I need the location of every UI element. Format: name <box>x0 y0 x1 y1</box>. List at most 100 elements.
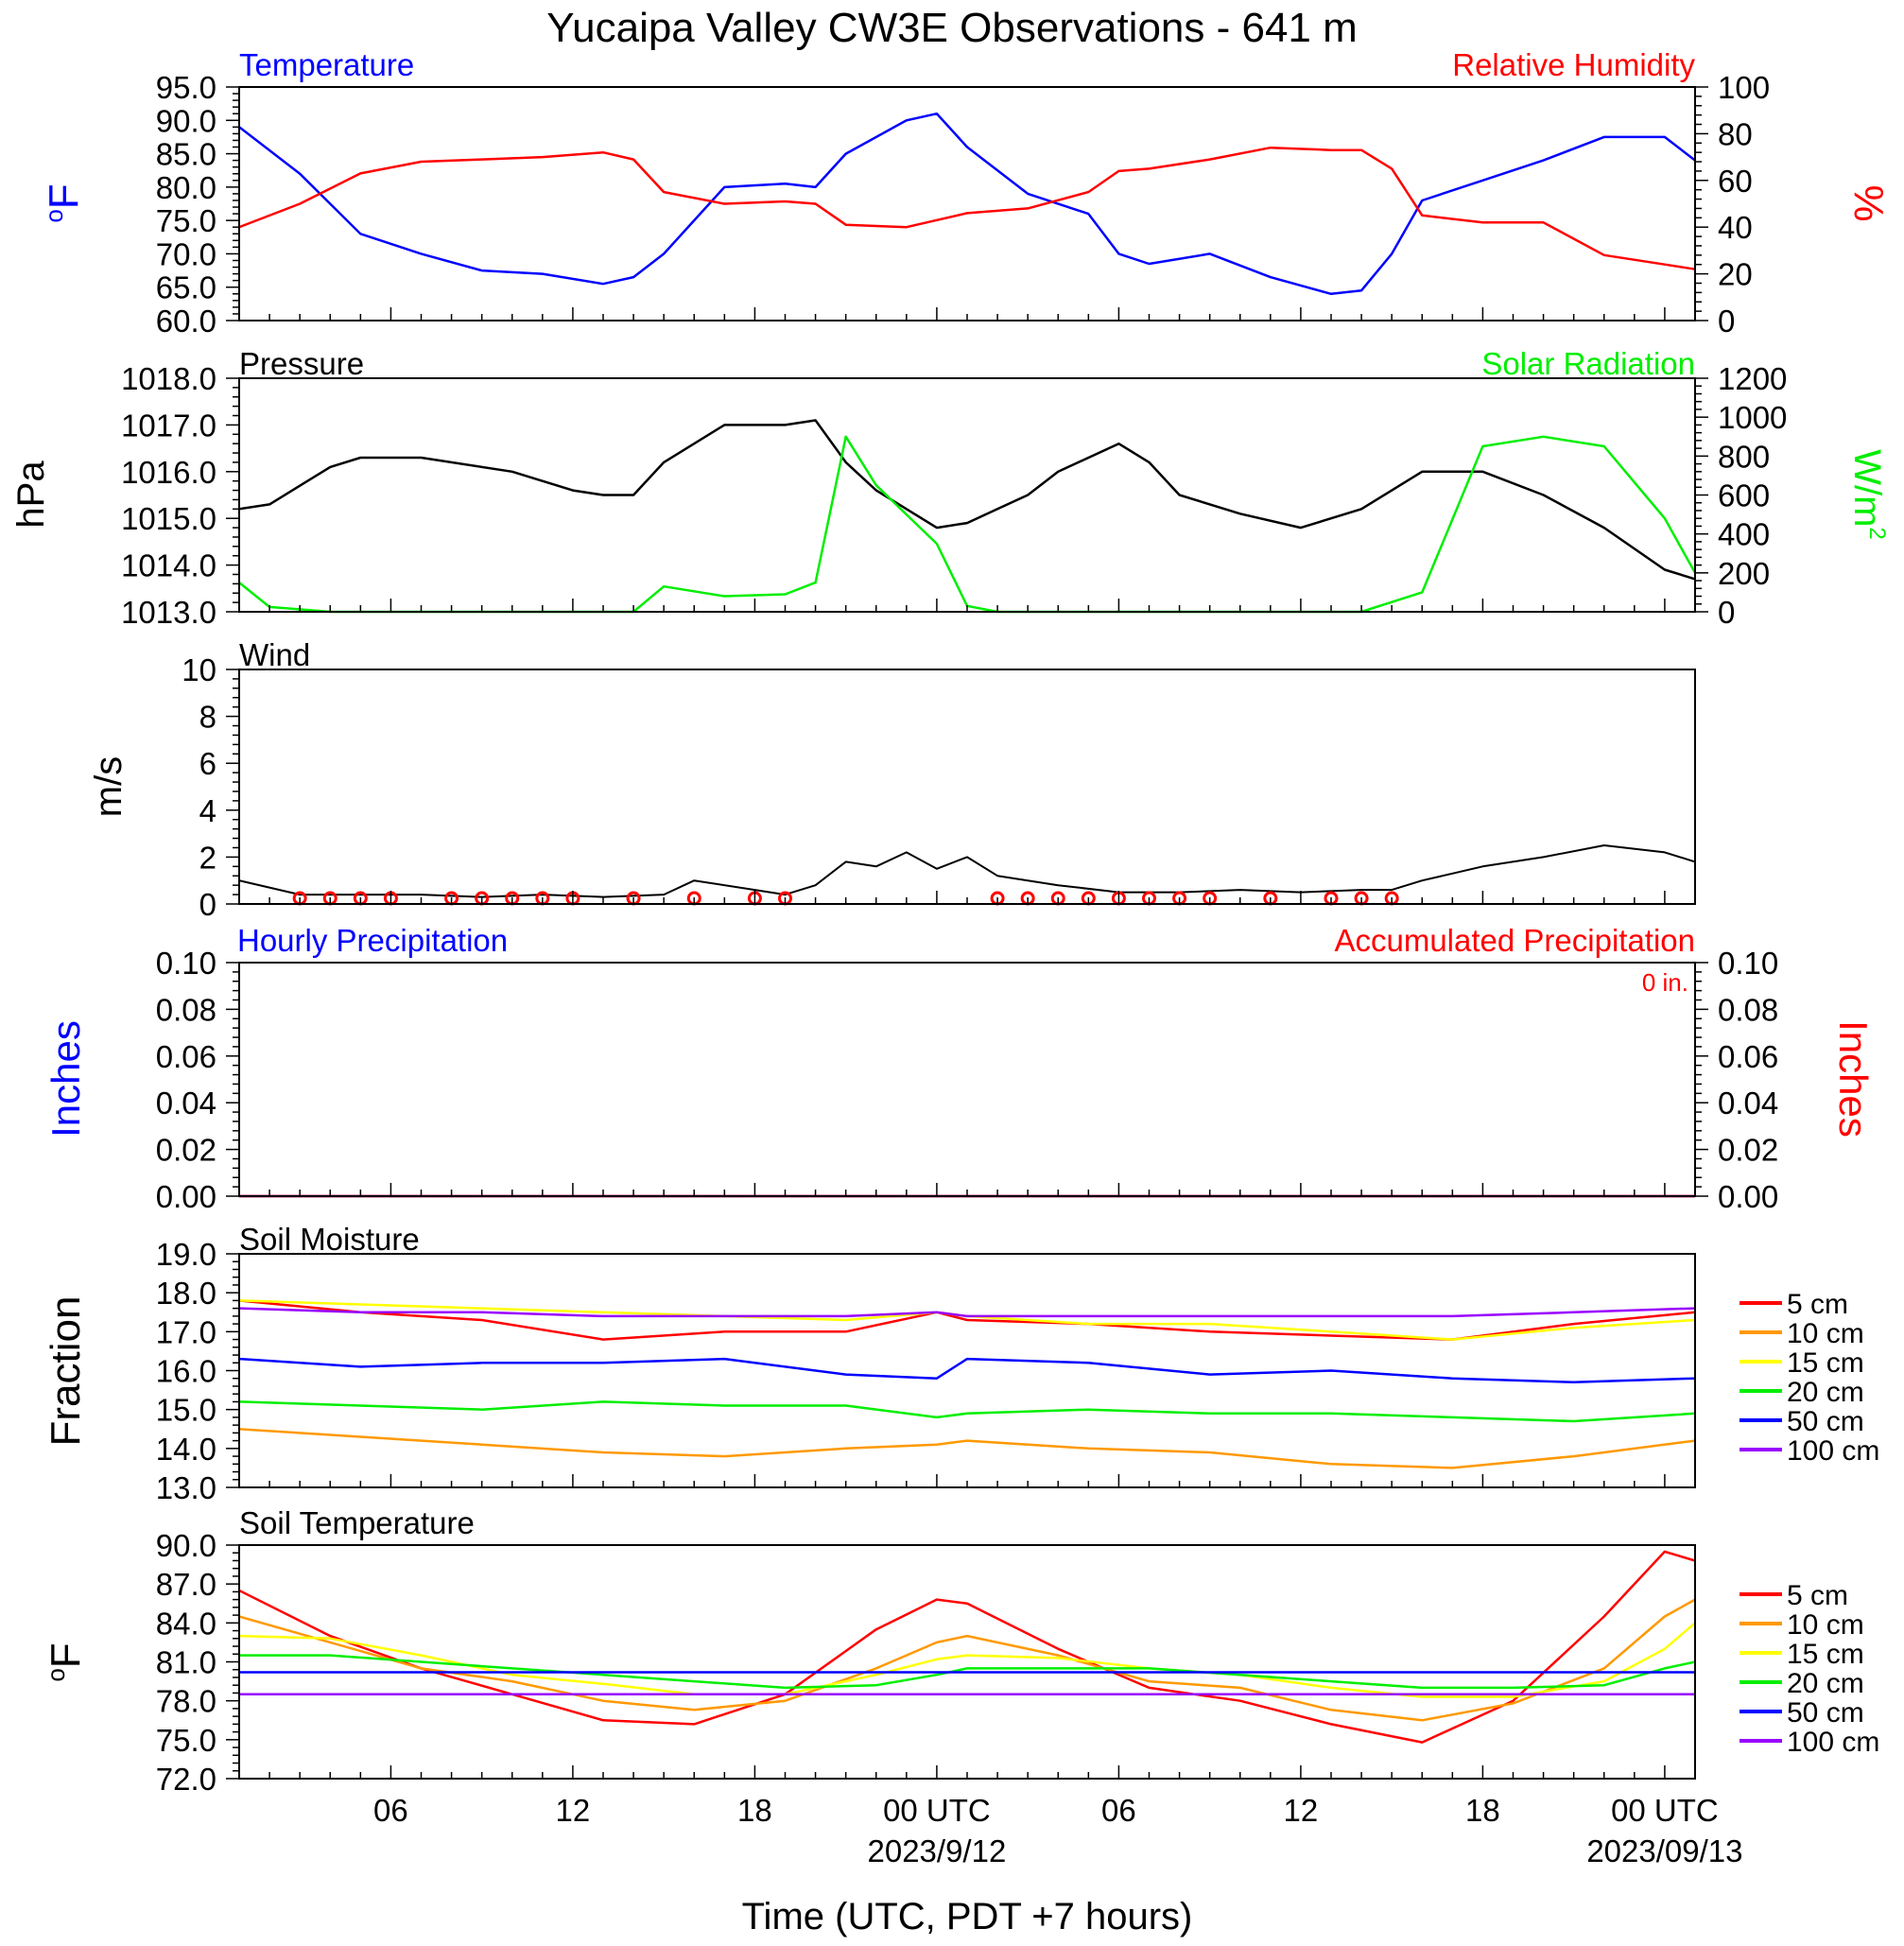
y-tick-label: 1017.0 <box>121 408 216 443</box>
panel-precip: Hourly Precipitation Accumulated Precipi… <box>43 923 1876 1214</box>
soil-moisture-title: Soil Moisture <box>239 1222 420 1257</box>
x-date-label: 2023/09/13 <box>1586 1833 1742 1868</box>
pressure-left-axis: 1018.0 1017.0 1016.0 1015.0 1014.0 1013.0 <box>121 361 239 630</box>
x-date-label: 2023/9/12 <box>868 1833 1007 1868</box>
y-tick-label: 1200 <box>1718 361 1787 396</box>
y-tick-label: 10 <box>182 652 216 687</box>
wind-left-axis: 10 8 6 4 2 0 <box>182 652 239 922</box>
legend-label: 15 cm <box>1787 1639 1864 1670</box>
x-tick-label: 06 <box>1101 1793 1136 1828</box>
precip-left-axis: 0.10 0.08 0.06 0.04 0.02 0.00 <box>156 946 239 1214</box>
y-tick-label: 78.0 <box>156 1684 216 1719</box>
y-tick-label: 0.10 <box>156 946 216 981</box>
y-tick-label: 0.06 <box>1718 1039 1778 1074</box>
y-tick-label: 65.0 <box>156 270 216 305</box>
panel-pressure-frame <box>238 377 1696 613</box>
y-tick-label: 0.08 <box>1718 992 1778 1027</box>
soil-temp-unit: oF <box>42 1642 89 1681</box>
series-line-wind <box>238 844 1696 898</box>
series-line-cm10 <box>238 1428 1696 1469</box>
y-tick-label: 90.0 <box>156 1528 216 1563</box>
y-tick-label: 0.08 <box>156 992 216 1027</box>
plot-area-soil-moisture <box>238 1299 1696 1469</box>
x-axis: 06 12 18 00 UTC 06 12 18 00 UTC 2023/9/12 2023/09… <box>238 307 1743 1868</box>
x-tick-label: 00 UTC <box>883 1793 991 1828</box>
y-tick-label: 1015.0 <box>121 501 216 536</box>
y-tick-label: 0.02 <box>156 1133 216 1168</box>
y-tick-label: 95.0 <box>156 70 216 105</box>
accum-precip-title: Accumulated Precipitation <box>1334 923 1695 958</box>
series-line-cm20 <box>238 1400 1696 1423</box>
humidity-unit: % <box>1845 184 1892 221</box>
figure-title: Yucaipa Valley CW3E Observations - 641 m <box>546 5 1358 51</box>
y-tick-label: 60.0 <box>156 304 216 339</box>
x-tick-label: 18 <box>1465 1793 1500 1828</box>
y-tick-label: 0.06 <box>156 1039 216 1074</box>
solar-title: Solar Radiation <box>1481 346 1695 381</box>
series-line-pressure <box>238 419 1696 581</box>
y-tick-label: 19.0 <box>156 1237 216 1272</box>
soil-moisture-left-axis: 19.0 18.017.0 16.0 15.0 14.013.0 <box>156 1237 239 1505</box>
accum-precip-value: 0 in. <box>1642 968 1688 997</box>
plot-area-pressure-solar <box>238 419 1697 614</box>
y-tick-label: 75.0 <box>156 203 216 238</box>
x-tick-label: 12 <box>556 1793 591 1828</box>
series-line-temperature <box>238 112 1696 296</box>
panel-wind: Wind m/s 10 8 6 4 2 0 <box>88 637 1696 922</box>
panel-pressure-solar: Pressure Solar Radiation hPa W/m2 1018.0… <box>10 346 1890 630</box>
legend-label: 10 cm <box>1787 1609 1864 1641</box>
legend-label: 50 cm <box>1787 1406 1864 1437</box>
legend-label: 20 cm <box>1787 1668 1864 1699</box>
y-tick-label: 90.0 <box>156 103 216 138</box>
x-tick-label: 00 UTC <box>1611 1793 1719 1828</box>
y-tick-label: 15.0 <box>156 1393 216 1428</box>
series-line-cm100 <box>238 1307 1696 1318</box>
temp-left-axis: 95.090.085.080.075.070.065.060.0 <box>156 70 239 339</box>
panel-soil-temp-frame <box>238 1544 1696 1780</box>
legend-label: 5 cm <box>1787 1580 1848 1611</box>
precip-right-unit: Inches <box>1831 1020 1876 1138</box>
y-tick-label: 13.0 <box>156 1470 216 1505</box>
y-tick-label: 80 <box>1718 116 1753 151</box>
legend-label: 5 cm <box>1787 1289 1848 1320</box>
panel-soil-temperature: Soil Temperature oF 90.0 87.0 84.0 81.0 78.0… <box>42 1505 1879 1797</box>
y-tick-label: 85.0 <box>156 137 216 172</box>
y-tick-label: 84.0 <box>156 1606 216 1641</box>
y-tick-label: 81.0 <box>156 1645 216 1680</box>
y-tick-label: 72.0 <box>156 1762 216 1797</box>
plot-area-temp-rh <box>238 112 1696 296</box>
precip-left-unit: Inches <box>43 1020 88 1138</box>
y-tick-label: 80.0 <box>156 170 216 205</box>
wind-title: Wind <box>239 637 310 672</box>
temperature-unit: oF <box>40 183 87 222</box>
y-tick-label: 70.0 <box>156 236 216 271</box>
plot-area-soil-temperature <box>238 1550 1696 1744</box>
y-tick-label: 0 <box>199 887 216 922</box>
solar-unit: W/m2 <box>1846 449 1890 540</box>
y-tick-label: 600 <box>1718 478 1770 513</box>
y-tick-label: 0.04 <box>1718 1086 1778 1121</box>
y-tick-label: 2 <box>199 840 216 875</box>
humidity-title: Relative Humidity <box>1452 47 1695 82</box>
panel-soil-moisture-frame <box>238 1253 1696 1488</box>
legend-label: 20 cm <box>1787 1377 1864 1408</box>
y-tick-label: 0 <box>1718 304 1735 339</box>
y-tick-label: 1013.0 <box>121 595 216 630</box>
y-tick-label: 4 <box>199 793 216 828</box>
legend-label: 100 cm <box>1787 1435 1879 1467</box>
x-tick-label: 06 <box>373 1793 408 1828</box>
rh-right-axis: 100 80 60 40 20 0 <box>1695 70 1770 339</box>
y-tick-label: 14.0 <box>156 1432 216 1467</box>
y-tick-label: 20 <box>1718 257 1753 292</box>
soil-temp-title: Soil Temperature <box>239 1505 475 1540</box>
series-line-cm5 <box>238 1550 1696 1744</box>
legend-label: 100 cm <box>1787 1727 1879 1758</box>
series-line-cm15 <box>238 1622 1696 1698</box>
soil-moisture-unit: Fraction <box>43 1296 89 1447</box>
pressure-title: Pressure <box>239 346 364 381</box>
y-tick-label: 0.00 <box>156 1179 216 1214</box>
legend-label: 15 cm <box>1787 1347 1864 1379</box>
panel-temp-rh: Temperature Relative Humidity oF % 95.09… <box>40 47 1892 339</box>
